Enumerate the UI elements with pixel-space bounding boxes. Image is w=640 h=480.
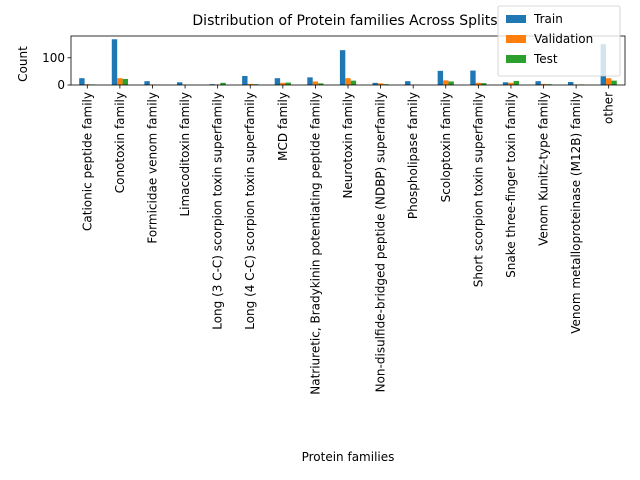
- x-axis-label: Protein families: [302, 450, 395, 464]
- y-tick-label-100: 100: [42, 51, 65, 65]
- bar-validation-9: [377, 83, 384, 85]
- x-tick-label-13: Snake three-finger toxin family: [504, 92, 518, 278]
- bar-test-8: [350, 80, 357, 85]
- bar-test-7: [318, 83, 324, 85]
- x-tick-label-9: Non-disulfide-bridged peptide (NDBP) sup…: [374, 92, 388, 392]
- bar-validation-14: [540, 83, 547, 85]
- axes-group: 0 100 Cationic peptide family Conotoxin fam…: [42, 35, 626, 395]
- legend-label-train: Train: [533, 12, 563, 26]
- x-tick-label-3: Limacoditoxin family: [178, 92, 192, 217]
- bar-validation-13: [508, 82, 514, 85]
- legend-box: [497, 5, 621, 77]
- x-tick-label-8: Neurotoxin family: [341, 92, 355, 199]
- legend-swatch-validation: [506, 35, 526, 43]
- bar-train-1: [111, 39, 118, 85]
- legend-label-validation: Validation: [534, 32, 593, 46]
- bar-test-6: [285, 82, 291, 85]
- bar-validation-7: [312, 81, 319, 85]
- legend-label-test: Test: [533, 52, 558, 66]
- bar-test-13: [513, 80, 520, 85]
- bar-train-10: [405, 81, 411, 85]
- bar-validation-8: [345, 78, 351, 85]
- y-axis-label: Count: [16, 46, 30, 82]
- legend: Train Validation Test: [497, 5, 621, 77]
- bar-test-14: [546, 84, 552, 85]
- x-tick-label-12: Short scorpion toxin superfamily: [471, 92, 485, 287]
- bar-test-9: [383, 84, 389, 85]
- x-tick-label-15: Venom metalloproteinase (M12B) family: [569, 92, 583, 334]
- legend-swatch-test: [506, 55, 526, 63]
- x-tick-label-6: MCD family: [276, 92, 290, 161]
- bar-validation-5: [247, 83, 253, 85]
- x-tick-label-10: Phospholipase family: [406, 92, 420, 219]
- x-tick-label-1: Conotoxin family: [113, 92, 127, 193]
- bar-train-15: [568, 82, 574, 85]
- x-tick-label-7: Natriuretic, Bradykinin potentiating pep…: [308, 92, 322, 395]
- bar-validation-6: [280, 82, 286, 85]
- bar-train-2: [144, 81, 150, 85]
- bar-test-16: [611, 80, 617, 85]
- bar-validation-12: [475, 82, 482, 85]
- bar-train-14: [535, 81, 541, 85]
- y-tick-label-0: 0: [57, 78, 65, 92]
- x-tick-label-2: Formicidae venom family: [145, 92, 159, 244]
- bar-train-5: [242, 76, 248, 85]
- bar-test-1: [122, 79, 128, 85]
- bar-train-6: [274, 78, 281, 85]
- chart-title: Distribution of Protein families Across …: [192, 13, 497, 29]
- bar-train-7: [307, 77, 313, 85]
- bar-validation-0: [84, 84, 90, 85]
- bar-train-4: [209, 84, 215, 85]
- bar-test-12: [481, 83, 487, 85]
- bar-train-3: [176, 82, 183, 85]
- bar-train-9: [372, 82, 378, 85]
- bar-validation-16: [606, 78, 612, 85]
- x-tick-label-11: Scoloptoxin family: [439, 92, 453, 202]
- bar-validation-1: [117, 78, 123, 85]
- bar-train-11: [437, 70, 444, 85]
- x-tick-label-5: Long (4 C-C) scorpion toxin superfamily: [243, 92, 257, 330]
- bar-test-11: [448, 81, 454, 85]
- x-tick-label-4: Long (3 C-C) scorpion toxin superfamily: [211, 92, 225, 330]
- bar-train-8: [339, 50, 346, 85]
- bar-validation-11: [443, 80, 449, 85]
- bar-train-0: [79, 78, 85, 85]
- legend-swatch-train: [506, 15, 526, 23]
- bar-train-12: [470, 70, 476, 85]
- x-tick-label-0: Cationic peptide family: [80, 92, 94, 231]
- bar-train-13: [502, 82, 509, 85]
- x-tick-label-16: other: [602, 92, 616, 124]
- bar-test-4: [220, 82, 226, 85]
- x-tick-label-14: Venom Kunitz-type family: [537, 92, 551, 246]
- bar-test-5: [252, 84, 259, 85]
